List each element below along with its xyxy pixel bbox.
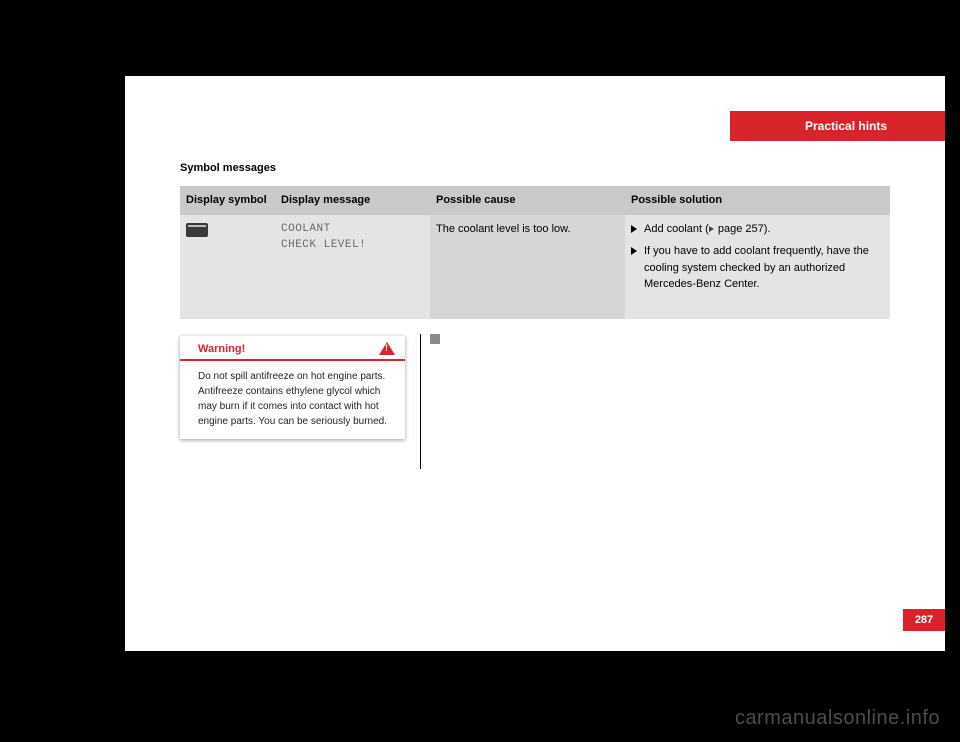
section-header: Practical hints [730,111,945,141]
solution-text: If you have to add coolant frequently, h… [644,243,884,293]
col-header: Display symbol [180,186,275,215]
warning-box: Warning! Do not spill antifreeze on hot … [180,336,405,439]
warning-header: Warning! [180,336,405,361]
list-item: If you have to add coolant frequently, h… [631,243,884,293]
paragraph-marker-icon [430,334,440,344]
section-header-title: Practical hints [805,119,887,133]
col-header: Possible solution [625,186,890,215]
warning-title: Warning! [198,343,245,355]
page-number: 287 [903,609,945,631]
bullet-icon [631,247,637,255]
solution-text: Add coolant ( page 257). [644,221,771,238]
list-item: Add coolant ( page 257). [631,221,884,238]
watermark: carmanualsonline.info [735,707,940,730]
solution-list: Add coolant ( page 257). If you have to … [631,221,884,293]
text: Add coolant ( [644,223,709,235]
col-header: Display message [275,186,430,215]
cell-solution: Add coolant ( page 257). If you have to … [625,215,890,319]
text: ). [764,223,771,235]
message-line: CHECK LEVEL! [281,237,424,254]
page-ref-icon [709,226,714,232]
cell-message: COOLANT CHECK LEVEL! [275,215,430,319]
cell-cause: The coolant level is too low. [430,215,625,319]
warning-icon [379,342,395,355]
bullet-icon [631,225,637,233]
warning-body: Do not spill antifreeze on hot engine pa… [180,361,405,439]
cell-symbol [180,215,275,319]
coolant-icon [186,223,208,237]
manual-page: Practical hints Symbol messages Display … [125,76,945,651]
column-divider [420,334,421,469]
table-header-row: Display symbol Display message Possible … [180,186,890,215]
message-line: COOLANT [281,221,424,238]
table-row: COOLANT CHECK LEVEL! The coolant level i… [180,215,890,319]
messages-table: Display symbol Display message Possible … [180,186,890,319]
page-ref: page 257 [718,223,764,235]
section-subtitle: Symbol messages [180,162,276,174]
col-header: Possible cause [430,186,625,215]
